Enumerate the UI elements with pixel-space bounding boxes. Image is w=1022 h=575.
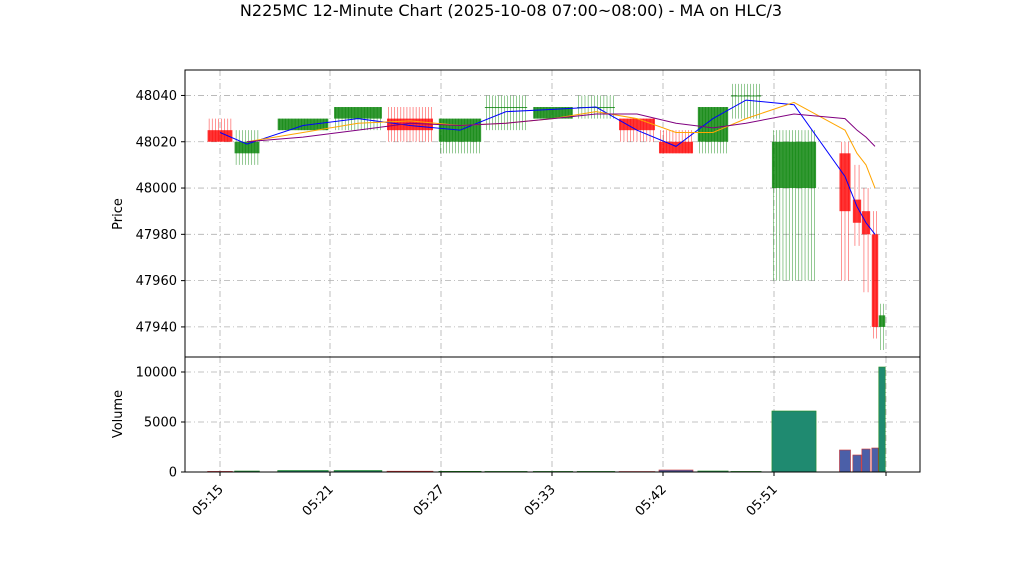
volume-bar	[839, 449, 851, 473]
candle-body	[730, 95, 762, 97]
x-tick-label: 05:27	[411, 482, 448, 519]
candle-body	[878, 315, 886, 327]
price-tick-label: 47940	[136, 320, 177, 335]
price-grid	[185, 70, 920, 357]
x-tick-label: 05:21	[300, 482, 337, 519]
candle-body	[277, 118, 329, 131]
candle-body	[484, 107, 528, 109]
volume-bar	[861, 448, 871, 473]
candle-body	[387, 118, 433, 131]
volume-axis-label: Volume	[111, 390, 126, 438]
price-axis-label: Price	[111, 198, 126, 230]
candle-body	[771, 141, 817, 189]
price-ma-lines	[219, 99, 876, 235]
candle-body	[334, 107, 382, 119]
candle-body	[839, 153, 851, 212]
volume-tick-label: 0	[169, 466, 177, 481]
volume-bar	[871, 447, 879, 473]
volume-y-ticks: 0 5000 10000	[136, 366, 185, 481]
ma-line	[246, 113, 876, 147]
x-tick-label: 05:33	[522, 482, 559, 519]
x-tick-label: 05:15	[190, 482, 227, 519]
volume-tick-label: 5000	[144, 416, 177, 431]
candle-body	[619, 118, 655, 131]
volume-bar	[771, 410, 817, 473]
price-tick-label: 47980	[136, 228, 177, 243]
candle-body	[533, 107, 573, 119]
volume-bar	[852, 454, 862, 473]
x-ticks: 05:15 05:21 05:27 05:33 05:42 05:51	[190, 472, 887, 519]
ma-line	[219, 99, 876, 235]
price-tick-label: 48020	[136, 135, 177, 150]
price-candles	[207, 83, 886, 351]
price-tick-label: 48000	[136, 182, 177, 197]
chart-title: N225MC 12-Minute Chart (2025-10-08 07:00…	[240, 1, 782, 20]
price-tick-label: 47960	[136, 274, 177, 289]
volume-bars	[207, 366, 886, 473]
x-tick-label: 05:51	[744, 482, 781, 519]
price-tick-label: 48040	[136, 89, 177, 104]
ma-line	[246, 101, 876, 189]
candle-body	[234, 141, 260, 154]
price-y-ticks: 47940 47960 47980 48000 48020 48040	[136, 89, 185, 335]
volume-tick-label: 10000	[136, 366, 177, 381]
candle-body	[871, 234, 879, 327]
candle-body	[852, 199, 862, 223]
candle-body	[207, 130, 233, 142]
x-tick-label: 05:42	[633, 482, 670, 519]
volume-bar	[878, 366, 886, 473]
candle-body	[658, 141, 694, 154]
